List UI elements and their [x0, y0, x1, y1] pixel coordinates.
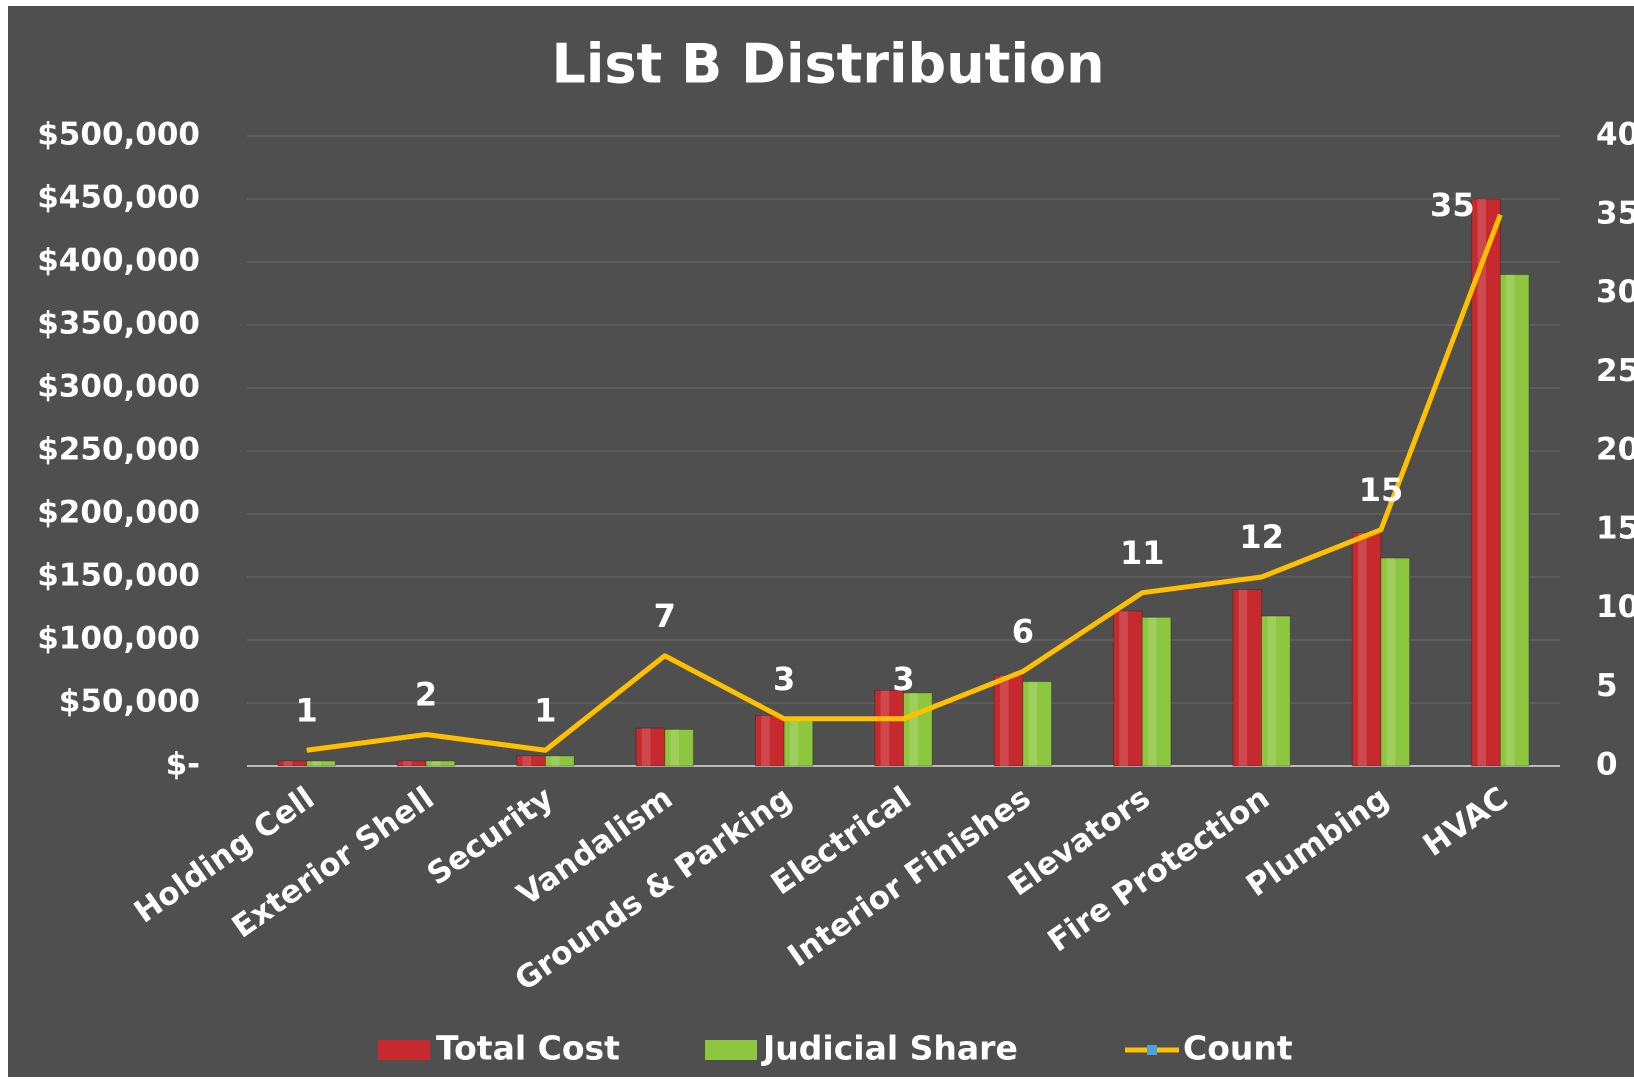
bar: [783, 717, 814, 767]
bar-highlight: [1119, 611, 1128, 766]
bar-highlight: [1386, 558, 1396, 766]
bar-highlight: [789, 718, 799, 766]
y-tick-label: $400,000: [37, 243, 200, 279]
bar-highlight: [880, 690, 890, 766]
bar-highlight: [1358, 532, 1367, 766]
y-tick-label: $500,000: [37, 117, 200, 153]
bar-highlight: [761, 715, 770, 766]
bar-highlight: [1477, 199, 1486, 766]
bar: [1113, 610, 1143, 767]
bar: [1351, 532, 1382, 767]
bar-highlight: [1028, 681, 1038, 766]
bar: [664, 728, 694, 767]
y2-tick-label: 15: [1596, 510, 1634, 546]
legend-label: Count: [1183, 1029, 1293, 1068]
chart-title: List B Distribution: [551, 33, 1104, 96]
data-label: 3: [892, 660, 914, 698]
legend-swatch: [378, 1040, 430, 1060]
bar: [635, 727, 666, 767]
bar-highlight: [312, 760, 322, 766]
y2-tick-label: 35: [1596, 195, 1634, 231]
bar-highlight: [551, 755, 560, 766]
bar: [1141, 616, 1172, 767]
y-tick-label: $150,000: [37, 558, 200, 594]
bar-highlight: [670, 729, 680, 766]
bar-highlight: [909, 692, 918, 766]
data-label: 11: [1120, 534, 1165, 572]
y-tick-label: $100,000: [37, 621, 200, 657]
legend-marker: [1147, 1045, 1157, 1055]
y-tick-label: $300,000: [37, 369, 200, 405]
data-label: 2: [415, 676, 437, 714]
data-label: 15: [1359, 471, 1404, 509]
bar: [306, 760, 336, 767]
data-label: 1: [534, 691, 556, 729]
y2-tick-label: 20: [1596, 432, 1634, 468]
data-label: 6: [1012, 613, 1034, 651]
y-tick-label: $200,000: [37, 495, 200, 531]
bar-highlight: [1147, 617, 1157, 766]
bar: [993, 674, 1024, 767]
bar: [396, 760, 427, 767]
y-tick-label: $450,000: [37, 180, 200, 216]
data-label: 35: [1430, 186, 1475, 224]
legend-swatch: [705, 1040, 757, 1060]
data-label: 1: [296, 691, 318, 729]
bar-highlight: [1267, 616, 1276, 766]
y-tick-label: $350,000: [37, 306, 200, 342]
bar: [1022, 681, 1053, 767]
bar-highlight: [641, 728, 651, 766]
bar-highlight: [999, 675, 1009, 766]
bar-highlight: [403, 760, 412, 766]
y-tick-label: $-: [166, 747, 200, 783]
y2-tick-label: 5: [1596, 668, 1618, 704]
y2-tick-label: 0: [1596, 747, 1618, 783]
bar-highlight: [283, 760, 293, 766]
y2-tick-label: 10: [1596, 589, 1634, 625]
bar: [1471, 198, 1501, 767]
y2-tick-label: 30: [1596, 274, 1634, 310]
bar: [1261, 615, 1291, 767]
y-tick-label: $250,000: [37, 432, 200, 468]
bar: [903, 692, 933, 767]
bar-highlight: [1238, 589, 1248, 766]
bar-highlight: [522, 755, 532, 766]
legend-label: Total Cost: [436, 1029, 620, 1068]
bar: [544, 755, 575, 767]
count-line: [306, 213, 1503, 753]
legend-label: Judicial Share: [761, 1029, 1018, 1068]
bar: [1499, 274, 1530, 767]
bar: [754, 715, 785, 767]
data-label: 3: [773, 660, 795, 698]
bar: [425, 760, 456, 767]
bar-highlight: [431, 760, 441, 766]
y2-tick-label: 25: [1596, 353, 1634, 389]
bar: [874, 689, 904, 767]
data-label: 12: [1239, 518, 1284, 556]
y-tick-label: $50,000: [59, 684, 200, 720]
bar: [1380, 557, 1411, 767]
data-label: 7: [654, 597, 676, 635]
y2-tick-label: 40: [1596, 117, 1634, 153]
bar: [1232, 589, 1263, 767]
bar-highlight: [1506, 274, 1515, 766]
